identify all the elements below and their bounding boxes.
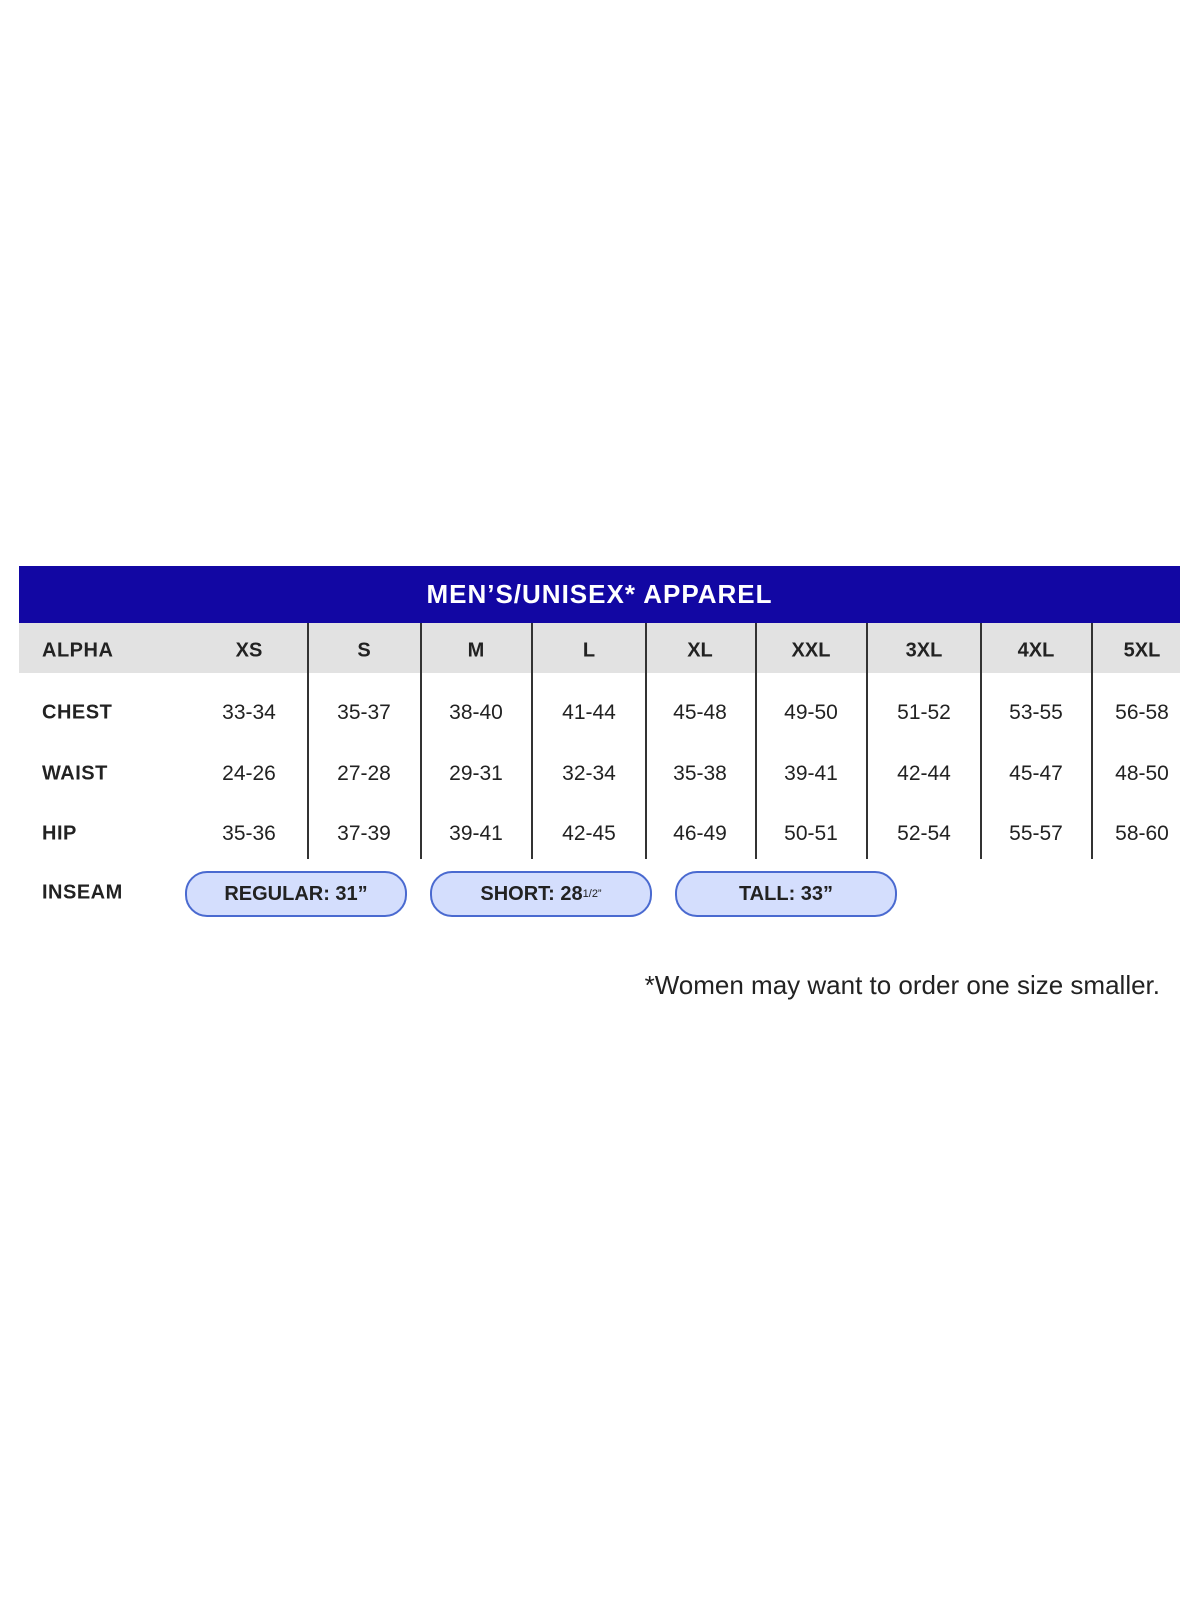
size-header: 4XL [1017, 639, 1055, 662]
inseam-regular-pill: REGULAR: 31” [185, 871, 407, 917]
measurement-cell: 49-50 [784, 701, 838, 724]
inseam-short-text: SHORT: 28 [480, 882, 583, 905]
column-divider [980, 623, 982, 859]
column-divider [645, 623, 647, 859]
row-label-chest: CHEST [42, 701, 113, 724]
measurement-cell: 45-47 [1009, 762, 1063, 785]
measurement-cell: 48-50 [1115, 762, 1169, 785]
measurement-cell: 24-26 [222, 762, 276, 785]
column-divider [420, 623, 422, 859]
row-label-waist: WAIST [42, 762, 108, 785]
measurement-cell: 33-34 [222, 701, 276, 724]
size-header: L [582, 639, 596, 662]
column-divider [866, 623, 868, 859]
chart-title: MEN’S/UNISEX* APPAREL [19, 566, 1180, 623]
measurement-cell: 41-44 [562, 701, 616, 724]
size-header: XXL [791, 639, 831, 662]
size-header: S [357, 639, 371, 662]
measurement-cell: 32-34 [562, 762, 616, 785]
inseam-regular-text: REGULAR: 31” [224, 882, 368, 905]
column-divider [755, 623, 757, 859]
size-header: 5XL [1123, 639, 1161, 662]
measurement-cell: 51-52 [897, 701, 951, 724]
size-header: M [467, 639, 485, 662]
inseam-label: INSEAM [42, 881, 123, 904]
column-divider [307, 623, 309, 859]
measurement-cell: 56-58 [1115, 701, 1169, 724]
measurement-cell: 35-36 [222, 822, 276, 845]
size-header: XS [235, 639, 263, 662]
column-divider [1091, 623, 1093, 859]
measurement-cell: 53-55 [1009, 701, 1063, 724]
alpha-label: ALPHA [42, 639, 114, 662]
size-header-row [19, 623, 1180, 673]
row-label-hip: HIP [42, 822, 77, 845]
measurement-cell: 37-39 [337, 822, 391, 845]
measurement-cell: 50-51 [784, 822, 838, 845]
inseam-short-pill: SHORT: 28 1/2” [430, 871, 652, 917]
inseam-tall-pill: TALL: 33” [675, 871, 897, 917]
measurement-cell: 45-48 [673, 701, 727, 724]
measurement-cell: 52-54 [897, 822, 951, 845]
measurement-cell: 35-37 [337, 701, 391, 724]
size-header: XL [687, 639, 713, 662]
footnote: *Women may want to order one size smalle… [644, 970, 1160, 1000]
size-header: 3XL [905, 639, 943, 662]
measurement-cell: 58-60 [1115, 822, 1169, 845]
measurement-cell: 29-31 [449, 762, 503, 785]
measurement-cell: 39-41 [449, 822, 503, 845]
measurement-cell: 42-44 [897, 762, 951, 785]
measurement-cell: 38-40 [449, 701, 503, 724]
inseam-short-fraction: 1/2” [582, 888, 602, 900]
measurement-cell: 35-38 [673, 762, 727, 785]
measurement-cell: 46-49 [673, 822, 727, 845]
measurement-cell: 42-45 [562, 822, 616, 845]
measurement-cell: 27-28 [337, 762, 391, 785]
measurement-cell: 39-41 [784, 762, 838, 785]
column-divider [531, 623, 533, 859]
inseam-tall-text: TALL: 33” [738, 882, 834, 905]
measurement-cell: 55-57 [1009, 822, 1063, 845]
